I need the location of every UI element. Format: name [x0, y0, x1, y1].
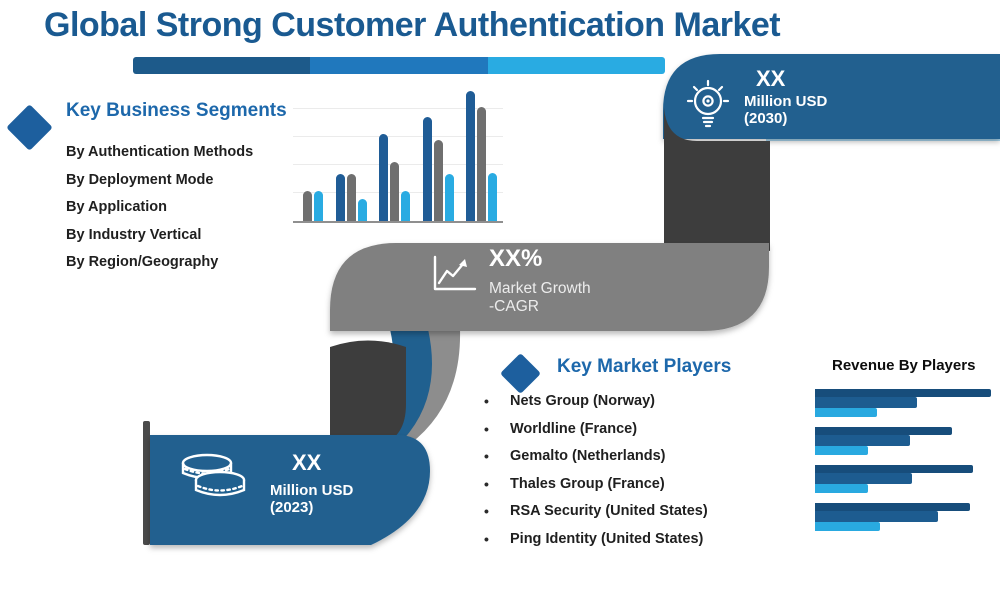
revenue-bar	[815, 435, 910, 446]
dark-blue-bar	[422, 117, 432, 221]
revenue-bar-group	[815, 465, 995, 493]
bar-group	[379, 134, 410, 221]
revenue-bar-group	[815, 503, 995, 531]
bar-group	[303, 191, 323, 221]
light-blue-bar	[357, 199, 367, 221]
bar-group	[466, 91, 497, 221]
players-heading: Key Market Players	[557, 356, 732, 377]
list-item: Gemalto (Netherlands)	[484, 443, 708, 471]
gray-bar	[303, 191, 312, 221]
underline-segment-dark	[133, 57, 311, 74]
segments-list: By Authentication Methods By Deployment …	[66, 139, 253, 277]
base-year: (2023)	[270, 499, 314, 516]
revenue-bar	[815, 408, 877, 417]
underline-segment-mid	[310, 57, 488, 74]
light-blue-bar	[488, 173, 497, 221]
cagr-sub: Market Growth -CAGR	[489, 280, 591, 316]
gray-bar	[477, 107, 486, 221]
lightbulb-gear-icon	[684, 78, 734, 137]
players-list: Nets Group (Norway) Worldline (France) G…	[484, 388, 708, 554]
list-item: Worldline (France)	[484, 416, 708, 444]
revenue-bar	[815, 473, 912, 484]
left-charcoal-fold	[330, 340, 406, 446]
bar-group	[422, 117, 454, 221]
cagr-ribbon	[330, 243, 769, 331]
gridline	[293, 136, 503, 137]
forecast-value: XX	[756, 66, 786, 91]
list-item: Ping Identity (United States)	[484, 526, 708, 554]
light-blue-bar	[314, 191, 323, 221]
revenue-bar	[815, 427, 952, 435]
market-bar-chart	[293, 87, 503, 223]
cagr-label2: -CAGR	[489, 298, 539, 315]
forecast-sub: Million USD (2030)	[744, 93, 827, 127]
forecast-unit: Million USD	[744, 93, 828, 110]
growth-chart-icon	[430, 254, 478, 299]
cagr-label1: Market Growth	[489, 280, 591, 297]
list-item: By Authentication Methods	[66, 144, 254, 160]
list-item: RSA Security (United States)	[484, 498, 708, 526]
dark-blue-bar	[466, 91, 475, 221]
list-item: By Application	[66, 199, 167, 216]
gray-bar	[390, 162, 399, 221]
right-charcoal-fold	[664, 108, 770, 251]
base-sub: Million USD (2023)	[270, 482, 353, 516]
list-item: By Deployment Mode	[66, 171, 214, 188]
forecast-year: (2030)	[744, 110, 788, 127]
gridline	[293, 108, 503, 109]
revenue-bar	[815, 522, 880, 531]
revenue-bar	[815, 511, 938, 522]
list-item: Thales Group (France)	[484, 471, 708, 499]
list-item: By Region/Geography	[66, 254, 219, 271]
revenue-bar	[815, 446, 868, 455]
dark-blue-bar	[335, 174, 345, 221]
gray-bar	[346, 174, 356, 221]
ribbon-pole	[143, 421, 150, 545]
list-item: By Industry Vertical	[66, 226, 202, 243]
revenue-bar	[815, 389, 991, 397]
revenue-heading: Revenue By Players	[832, 357, 976, 374]
base-unit: Million USD	[270, 482, 354, 499]
gray-bar	[433, 140, 443, 221]
base-value: XX	[292, 450, 322, 475]
bar-group	[335, 174, 367, 221]
light-blue-bar	[401, 191, 410, 221]
list-item: Nets Group (Norway)	[484, 388, 708, 416]
title-underline-bar	[133, 57, 665, 74]
revenue-chart	[815, 389, 995, 539]
coins-icon	[176, 452, 252, 511]
underline-segment-light	[487, 57, 665, 74]
cagr-value: XX%	[489, 245, 543, 272]
light-blue-bar	[444, 174, 454, 221]
page-title: Global Strong Customer Authentication Ma…	[44, 6, 781, 44]
revenue-bar-group	[815, 389, 995, 417]
revenue-bar	[815, 484, 868, 493]
revenue-bar	[815, 397, 917, 408]
base-ribbon	[150, 435, 430, 545]
revenue-bar-group	[815, 427, 995, 455]
revenue-bar	[815, 503, 970, 511]
revenue-bar	[815, 465, 973, 473]
forecast-ribbon	[663, 54, 1000, 139]
dark-blue-bar	[379, 134, 388, 221]
segments-heading: Key Business Segments	[66, 100, 287, 121]
